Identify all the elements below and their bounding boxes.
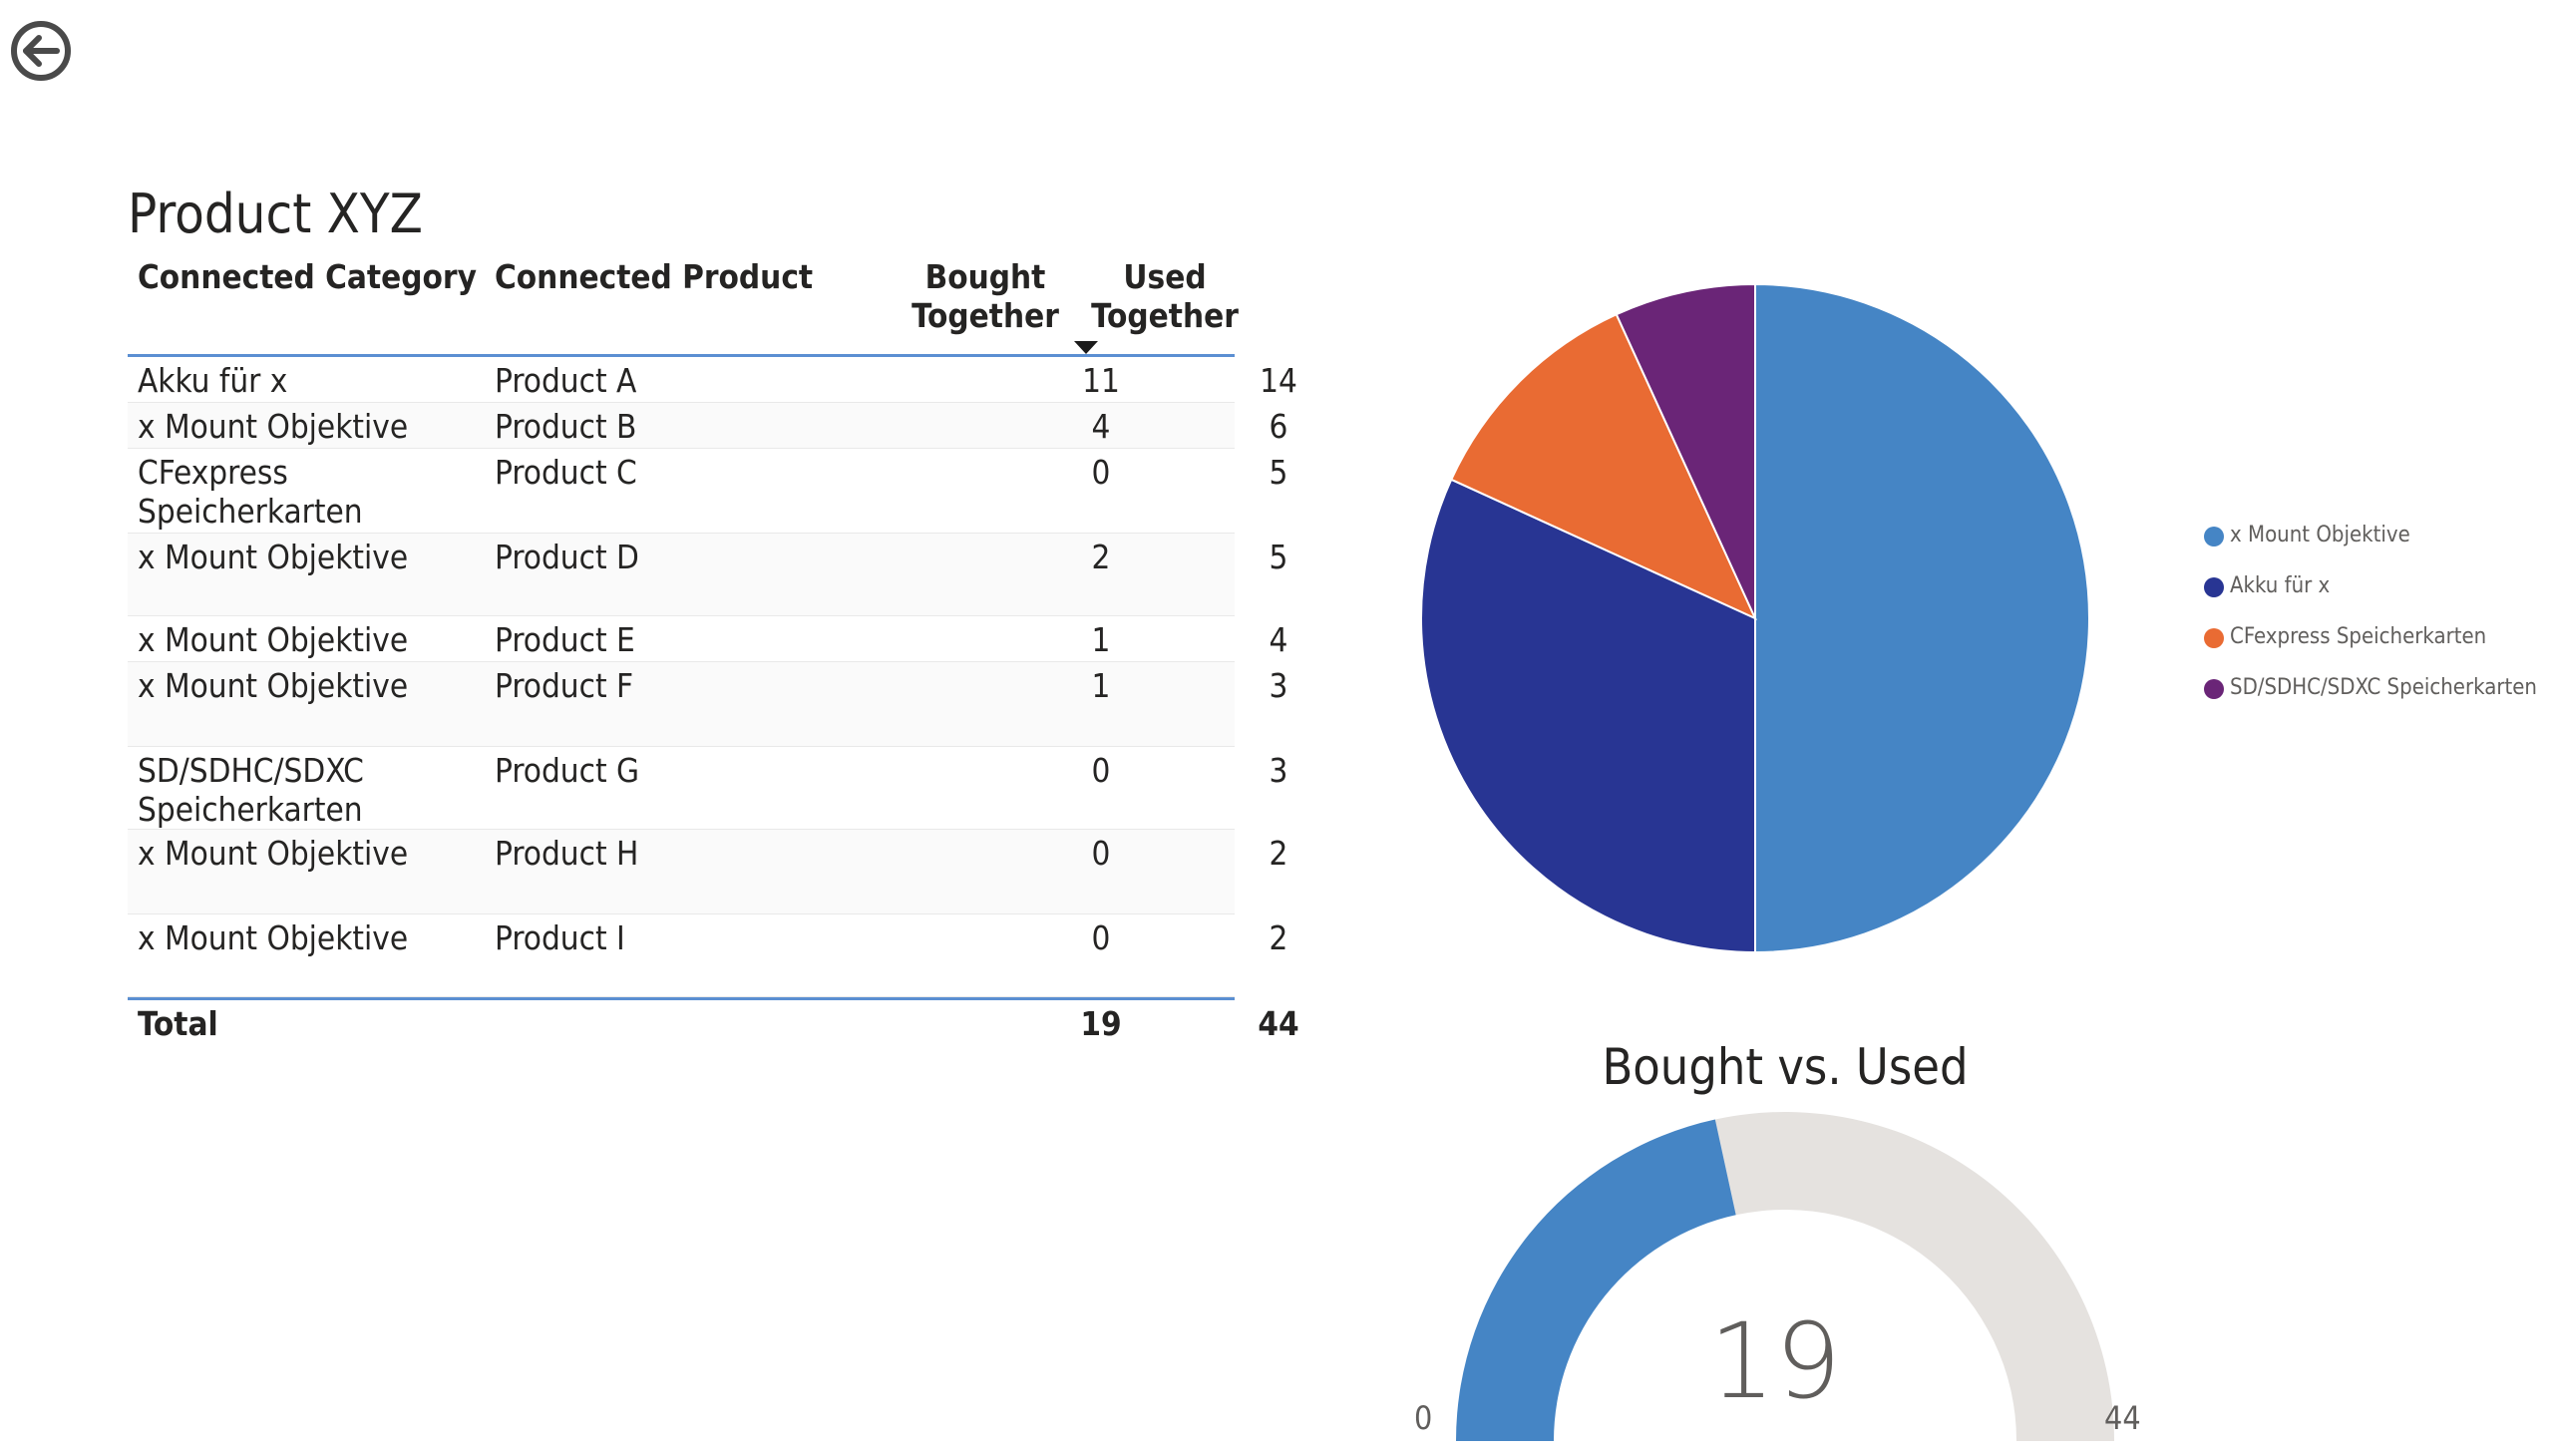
gauge-min-label: 0	[1414, 1399, 1433, 1437]
cell-product: Product D	[495, 538, 639, 576]
cell-product: Product E	[495, 620, 635, 659]
total-label: Total	[138, 1004, 218, 1043]
legend-dot-icon	[2204, 527, 2224, 546]
table-row[interactable]: x Mount Objektive Product D 2 5	[128, 534, 1287, 616]
cell-product: Product G	[495, 751, 640, 790]
cell-bought: 1	[1091, 666, 1111, 705]
cell-bought: 1	[1091, 620, 1111, 659]
cell-bought: 11	[1082, 361, 1120, 400]
legend-label: x Mount Objektive	[2230, 523, 2410, 547]
table-row[interactable]: x Mount Objektive Product H 0 2	[128, 830, 1287, 914]
legend-label: CFexpress Speicherkarten	[2230, 624, 2487, 649]
sort-descending-icon[interactable]	[1074, 341, 1098, 354]
gauge-title: Bought vs. Used	[1602, 1038, 1969, 1096]
cell-bought: 0	[1091, 453, 1111, 492]
cell-category: x Mount Objektive	[138, 620, 409, 659]
header-used-together[interactable]: Used Together	[1075, 257, 1255, 335]
cell-used: 2	[1269, 918, 1288, 957]
header-used-line1: Used	[1123, 257, 1207, 296]
table-title: Product XYZ	[128, 182, 423, 245]
arrow-left-circle-icon	[11, 21, 71, 81]
back-button[interactable]	[6, 18, 76, 88]
legend-dot-icon	[2204, 628, 2224, 648]
table-row[interactable]: Akku für x Product A 11 14	[128, 357, 1297, 403]
table-total-row: Total 19 44	[128, 997, 1299, 1048]
product-table: Product XYZ Connected Category Connected…	[128, 180, 1299, 1048]
cell-product: Product H	[495, 834, 639, 873]
cell-used: 3	[1269, 666, 1288, 705]
pie-slice[interactable]	[1615, 282, 1756, 619]
header-connected-category[interactable]: Connected Category	[138, 257, 477, 296]
cell-product: Product A	[495, 361, 637, 400]
cell-bought: 0	[1091, 751, 1111, 790]
cell-used: 6	[1269, 407, 1288, 446]
total-bought: 19	[1080, 1004, 1122, 1043]
pie-legend: x Mount Objektive Akku für x CFexpress Spe…	[2204, 519, 2553, 722]
legend-dot-icon	[2204, 679, 2224, 699]
legend-label: Akku für x	[2230, 573, 2331, 598]
cell-category: Akku für x	[138, 361, 288, 400]
gauge-chart[interactable]	[1406, 1097, 2164, 1456]
cell-used: 5	[1269, 453, 1288, 492]
cell-category: x Mount Objektive	[138, 538, 409, 576]
pie-slice[interactable]	[1754, 282, 2090, 954]
legend-item[interactable]: CFexpress Speicherkarten	[2204, 620, 2553, 671]
cell-used: 2	[1269, 834, 1288, 873]
cell-product: Product F	[495, 666, 634, 705]
pie-chart[interactable]	[1396, 259, 2114, 977]
cell-product: Product C	[495, 453, 637, 492]
header-bought-line1: Bought	[924, 257, 1046, 296]
table-row[interactable]: x Mount Objektive Product B 4 6	[128, 403, 1287, 449]
table-row[interactable]: SD/SDHC/SDXC Speicherkarten Product G 0 3	[128, 747, 1287, 830]
legend-label: SD/SDHC/SDXC Speicherkarten	[2230, 675, 2537, 700]
cell-product: Product I	[495, 918, 625, 957]
cell-used: 3	[1269, 751, 1288, 790]
pie-slice[interactable]	[1420, 478, 1756, 954]
total-used: 44	[1258, 1004, 1299, 1043]
cell-bought: 0	[1091, 918, 1111, 957]
legend-item[interactable]: Akku für x	[2204, 569, 2553, 620]
gauge-fill	[1456, 1119, 1736, 1441]
table-body: Akku für x Product A 11 14 x Mount Objektive…	[128, 357, 1297, 997]
cell-category: x Mount Objektive	[138, 834, 409, 873]
header-connected-product[interactable]: Connected Product	[495, 257, 814, 296]
header-bought-line2: Together	[912, 296, 1059, 335]
header-used-line2: Together	[1091, 296, 1239, 335]
cell-category: x Mount Objektive	[138, 918, 409, 957]
legend-dot-icon	[2204, 577, 2224, 597]
cell-used: 5	[1269, 538, 1288, 576]
cell-bought: 0	[1091, 834, 1111, 873]
legend-item[interactable]: SD/SDHC/SDXC Speicherkarten	[2204, 671, 2553, 722]
table-row[interactable]: x Mount Objektive Product E 1 4	[128, 616, 1287, 662]
cell-category: SD/SDHC/SDXC Speicherkarten	[138, 751, 364, 829]
cell-product: Product B	[495, 407, 637, 446]
cell-used: 14	[1260, 361, 1297, 400]
pie-slice[interactable]	[1449, 312, 1758, 621]
cell-category: x Mount Objektive	[138, 407, 409, 446]
cell-bought: 2	[1091, 538, 1111, 576]
cell-category: CFexpress Speicherkarten	[138, 453, 363, 531]
cell-bought: 4	[1091, 407, 1111, 446]
gauge-max-label: 44	[2104, 1399, 2141, 1437]
table-row[interactable]: x Mount Objektive Product F 1 3	[128, 662, 1287, 747]
table-row[interactable]: CFexpress Speicherkarten Product C 0 5	[128, 449, 1287, 534]
table-row[interactable]: x Mount Objektive Product I 0 2	[128, 914, 1287, 997]
gauge-svg	[1456, 1112, 2114, 1441]
cell-category: x Mount Objektive	[138, 666, 409, 705]
gauge-track	[1714, 1112, 2114, 1441]
header-bought-together[interactable]: Bought Together	[896, 257, 1075, 335]
legend-item[interactable]: x Mount Objektive	[2204, 519, 2553, 569]
cell-used: 4	[1269, 620, 1288, 659]
table-header: Connected Category Connected Product Bou…	[128, 249, 1239, 357]
pie-chart-svg	[1420, 282, 2090, 954]
gauge-value: 19	[1708, 1300, 1842, 1422]
